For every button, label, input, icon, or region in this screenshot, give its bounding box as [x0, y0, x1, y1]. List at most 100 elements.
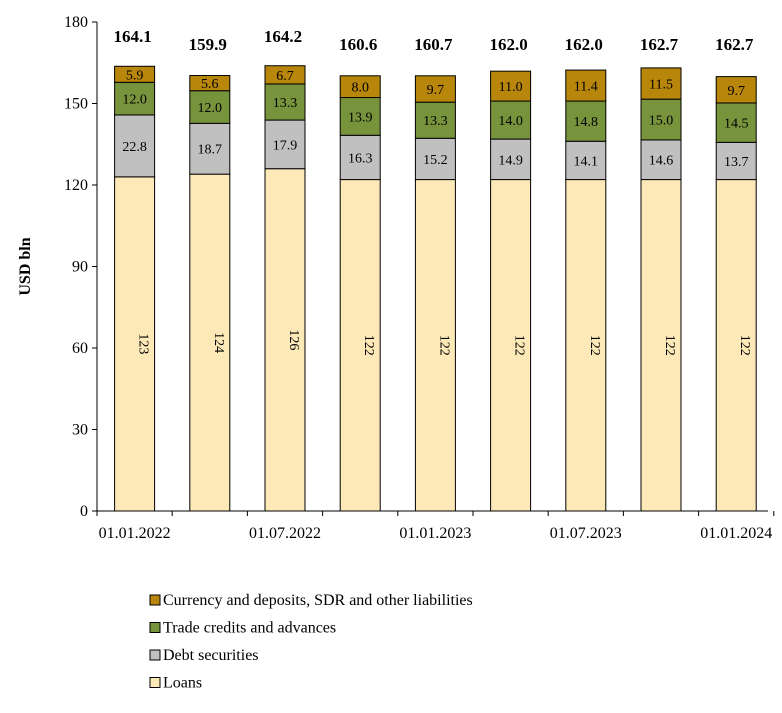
bar-segment	[339, 179, 381, 512]
bar-segment	[114, 114, 156, 178]
bar-value-label: 122	[512, 335, 527, 356]
bar-segment	[715, 102, 757, 143]
x-tick-label: 01.07.2022	[249, 525, 321, 542]
legend-label: Debt securities	[163, 647, 259, 664]
bar-segment	[640, 139, 682, 181]
bar-value-label: 13.9	[348, 110, 373, 125]
bar-segment	[715, 76, 757, 104]
bar-segment	[490, 100, 532, 140]
y-tick-label: 120	[64, 177, 88, 194]
bar-segment	[715, 179, 757, 512]
bar-value-label: 13.7	[724, 155, 749, 170]
bar-value-label: 11.0	[499, 80, 523, 95]
bar-segment	[640, 67, 682, 100]
bar-segment	[565, 140, 607, 181]
bar-total-label: 160.6	[339, 35, 377, 54]
y-tick-label: 180	[64, 14, 88, 31]
bar-total-label: 164.2	[264, 27, 302, 46]
x-tick-label: 01.01.2022	[99, 525, 171, 542]
bar-value-label: 126	[286, 329, 301, 350]
y-tick-label: 30	[72, 422, 88, 439]
bar-value-label: 12.0	[122, 93, 147, 108]
y-tick-label: 60	[72, 340, 88, 357]
bar-value-label: 123	[136, 333, 151, 354]
legend-label: Loans	[163, 675, 202, 692]
bar-value-label: 15.2	[423, 153, 448, 168]
bar-segment	[565, 179, 607, 512]
bar-total-label: 162.0	[565, 35, 603, 54]
bar-segment	[414, 179, 456, 512]
bar-value-label: 122	[361, 335, 376, 356]
bar-value-label: 5.6	[201, 77, 219, 92]
bar-segment	[189, 90, 231, 124]
y-tick-label: 0	[80, 503, 88, 520]
bar-total-label: 162.7	[640, 35, 679, 54]
bar-segment	[640, 98, 682, 141]
bar-segment	[715, 141, 757, 181]
bar-segment	[339, 75, 381, 99]
bar-value-label: 17.9	[273, 138, 298, 153]
bar-segment	[264, 119, 306, 170]
bar-segment	[189, 75, 231, 92]
bar-value-label: 11.5	[649, 78, 673, 93]
bar-segment	[414, 75, 456, 103]
bar-value-label: 14.9	[498, 153, 523, 168]
bar-value-label: 9.7	[427, 83, 445, 98]
bar-total-label: 160.7	[414, 35, 453, 54]
y-tick-label: 90	[72, 259, 88, 276]
x-tick-label: 01.01.2023	[399, 525, 471, 542]
bar-value-label: 13.3	[423, 114, 448, 129]
bar-segment	[414, 137, 456, 181]
bar-segment	[339, 134, 381, 181]
bar-value-label: 6.7	[276, 69, 294, 84]
legend-swatch	[149, 649, 161, 661]
bar-total-label: 162.0	[489, 35, 527, 54]
bar-segment	[114, 81, 156, 116]
bar-value-label: 12.0	[198, 101, 223, 116]
bar-total-label: 164.1	[113, 27, 151, 46]
bar-segment	[114, 65, 156, 83]
bar-segment	[189, 122, 231, 175]
bar-value-label: 15.0	[649, 114, 674, 129]
bar-value-label: 122	[662, 335, 677, 356]
bar-segment	[264, 168, 306, 512]
bar-value-label: 11.4	[574, 80, 598, 95]
bar-value-label: 13.3	[273, 96, 298, 111]
bar-value-label: 124	[211, 332, 226, 353]
x-tick-label: 01.01.2024	[700, 525, 772, 542]
bar-value-label: 14.5	[724, 117, 749, 132]
legend-label: Trade credits and advances	[163, 620, 336, 637]
bar-segment	[490, 70, 532, 102]
bar-total-label: 162.7	[715, 35, 754, 54]
y-axis-title: USD bln	[17, 237, 34, 295]
bar-value-label: 16.3	[348, 151, 373, 166]
bar-value-label: 18.7	[198, 143, 223, 158]
bar-value-label: 5.9	[126, 68, 144, 83]
bar-value-label: 14.6	[649, 154, 674, 169]
bar-value-label: 22.8	[122, 140, 147, 155]
bar-value-label: 9.7	[727, 84, 745, 99]
legend-label: Currency and deposits, SDR and other lia…	[163, 592, 473, 609]
legend-swatch	[149, 622, 161, 633]
bar-total-label: 159.9	[189, 35, 227, 54]
bar-segment	[339, 97, 381, 136]
bar-value-label: 14.0	[498, 114, 523, 129]
bar-value-label: 14.8	[574, 115, 599, 130]
bar-segment	[565, 100, 607, 142]
bar-segment	[264, 65, 306, 85]
bar-segment	[490, 179, 532, 512]
y-tick-label: 150	[64, 96, 88, 113]
legend-swatch	[149, 677, 161, 688]
bar-value-label: 8.0	[351, 81, 369, 96]
bar-value-label: 122	[587, 335, 602, 356]
bar-segment	[640, 179, 682, 512]
bar-value-label: 14.1	[574, 154, 599, 169]
bar-segment	[565, 69, 607, 102]
legend-swatch	[149, 594, 161, 606]
bar-value-label: 122	[737, 335, 752, 356]
bar-value-label: 122	[436, 335, 451, 356]
x-tick-label: 01.07.2023	[550, 525, 622, 542]
bar-segment	[264, 83, 306, 121]
